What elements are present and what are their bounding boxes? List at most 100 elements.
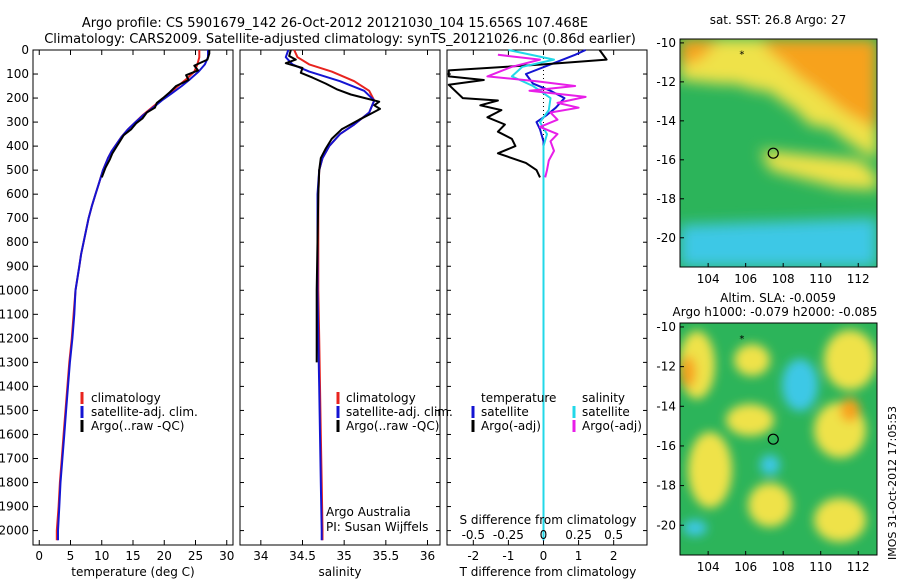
sla-high-southeast [814,498,866,542]
y-tick-label: 100 [6,67,29,81]
legend-label-climatology: climatology [91,391,161,405]
sst-warm-tongue [760,150,877,190]
y-tick-label: 1100 [0,307,29,321]
x-tick-label: 0 [540,549,548,563]
map-x-tick-label: 110 [809,560,832,574]
sla-high-northeast [824,330,876,390]
x-tick-label: 25 [188,549,203,563]
map-y-tick-label: -16 [656,439,676,453]
y-tick-label: 200 [6,91,29,105]
series-line [486,53,587,178]
map-x-tick-label: 108 [772,272,795,286]
sla-peak-west [680,356,696,388]
sla-low-north [782,359,818,411]
series-line [284,49,381,363]
temperature-x-axis: 0 5 10 15 20 25 30 [35,50,234,563]
sla-low-southwest [683,520,707,536]
argo-float-marker [767,147,779,159]
sla-map-frame [679,322,878,556]
series-line [447,49,608,178]
legend-label-t-satellite: satellite [481,405,529,419]
series-line [100,50,211,178]
y-tick-label: 1400 [0,379,29,393]
sla-high-centre [726,404,774,436]
salinity-series [284,49,381,541]
x-tick-label: 20 [157,549,172,563]
star-marker: * [739,334,744,345]
difference-x-axis: -2 -1 0 1 2 [447,49,647,563]
y-tick-label: 600 [6,187,29,201]
difference-panel: -2 -1 0 1 2 temperature salinity satellite A… [446,49,648,579]
map-y-tick-label: -10 [656,36,676,50]
map-y-tick-label: -20 [656,231,676,245]
y-tick-label: 1600 [0,427,29,441]
map-y-tick-label: -10 [656,320,676,334]
s-difference-label: S difference from climatology [460,513,637,527]
y-tick-label: 1000 [0,283,29,297]
sla-map-panel: Altim. SLA: -0.0059 Argo h1000: -0.079 h… [656,291,878,574]
salinity-xlabel: salinity [318,565,361,579]
x-tick-label: 34 [253,549,268,563]
s-tick-label: 0.25 [565,528,592,542]
y-tick-label: 1300 [0,355,29,369]
s-tick-label: 0 [540,528,548,542]
sla-map-markers: * [739,334,779,445]
salinity-legend: climatology satellite-adj. clim. Argo(..… [336,391,453,433]
x-tick-label: 0 [35,549,43,563]
sla-high-southwest [688,432,732,508]
sla-peak-east [840,398,860,422]
y-tick-label: 0 [21,43,29,57]
legend-label-satellite: satellite-adj. clim. [346,405,453,419]
x-tick-label: 35 [337,549,352,563]
sla-map-subtitle: Argo h1000: -0.079 h2000: -0.085 [673,305,878,319]
imos-timestamp: IMOS 31-Oct-2012 17:05:53 [886,406,899,560]
sst-hot-patch-west [680,39,720,66]
difference-series [447,49,608,541]
x-tick-label: 1 [575,549,583,563]
t-difference-label: T difference from climatology [459,565,637,579]
x-tick-label: 15 [125,549,140,563]
sst-hot-patch [760,39,877,130]
difference-axes-box [446,49,648,546]
sst-cool-band [680,218,877,267]
x-tick-label: 34.5 [289,549,316,563]
map-x-tick-label: 104 [697,272,720,286]
y-tick-label: 1700 [0,451,29,465]
y-tick-label: 2000 [0,524,29,538]
legend-group-temperature: temperature [481,391,556,405]
y-tick-label: 800 [6,235,29,249]
legend-group-salinity: salinity [582,391,625,405]
y-tick-label: 1500 [0,403,29,417]
map-y-tick-label: -18 [656,479,676,493]
legend-label-argo: Argo(..raw -QC) [346,419,439,433]
map-y-tick-label: -20 [656,518,676,532]
sla-high-south [748,483,792,527]
sla-map-title: Altim. SLA: -0.0059 [720,291,836,305]
difference-legend: temperature salinity satellite Argo(-adj… [471,391,642,433]
x-tick-label: 5 [67,549,75,563]
map-x-tick-label: 106 [734,560,757,574]
legend-label-satellite: satellite-adj. clim. [91,405,198,419]
map-y-tick-label: -14 [656,399,676,413]
temperature-panel: 0100200300400500600700800900100011001200… [0,43,234,579]
series-line [57,50,209,541]
sst-map-markers: * [739,50,779,159]
y-tick-label: 300 [6,115,29,129]
salinity-x-axis: 34 34.5 35 35.5 36 [240,49,440,563]
y-tick-label: 1900 [0,500,29,514]
s-tick-label: 0.5 [604,528,623,542]
map-x-tick-label: 106 [734,272,757,286]
map-x-tick-label: 108 [772,560,795,574]
series-line [524,49,587,541]
x-tick-label: 30 [219,549,234,563]
y-tick-label: 700 [6,211,29,225]
annotation-pi: PI: Susan Wijffels [326,520,428,534]
sla-high-north [734,344,770,376]
x-tick-label: 2 [610,549,618,563]
legend-label-argo: Argo(..raw -QC) [91,419,184,433]
salinity-axes-box [239,49,441,546]
sla-map-axes: 104 106 108 110 112 -10 -12 -14 -16 -18 -20 [656,320,869,574]
legend-label-t-argo: Argo(-adj) [481,419,541,433]
map-y-tick-label: -12 [656,75,676,89]
series-line [293,49,376,541]
